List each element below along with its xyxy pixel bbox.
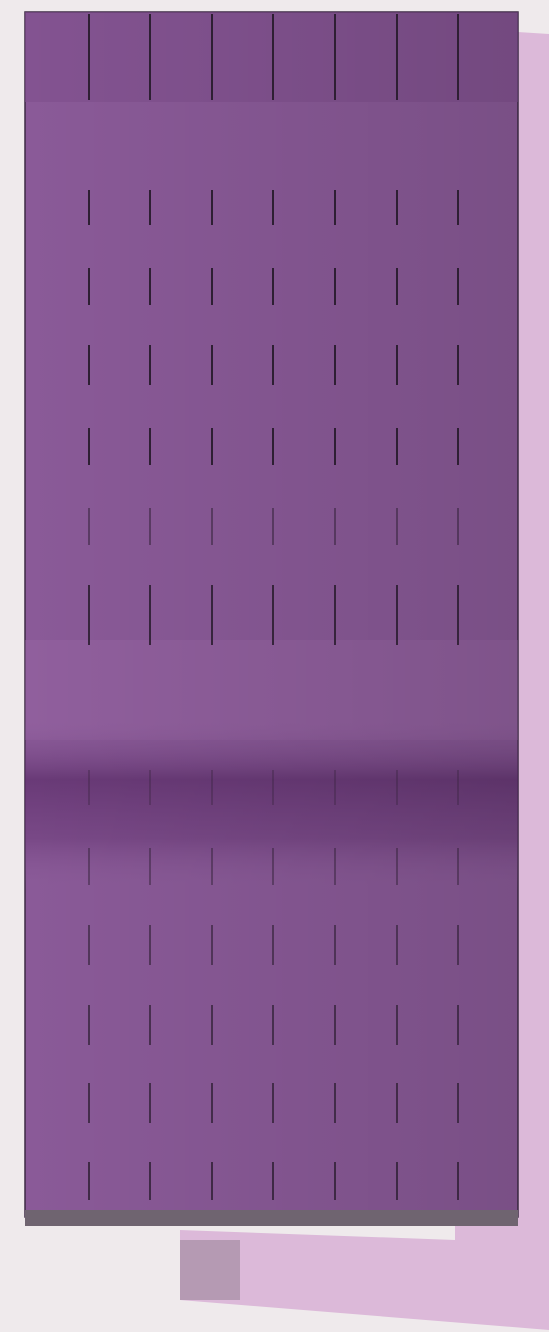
tick-group xyxy=(88,14,459,1200)
shadow xyxy=(180,1240,240,1300)
panel-shade xyxy=(25,12,518,1217)
bottom-edge xyxy=(25,1210,518,1226)
